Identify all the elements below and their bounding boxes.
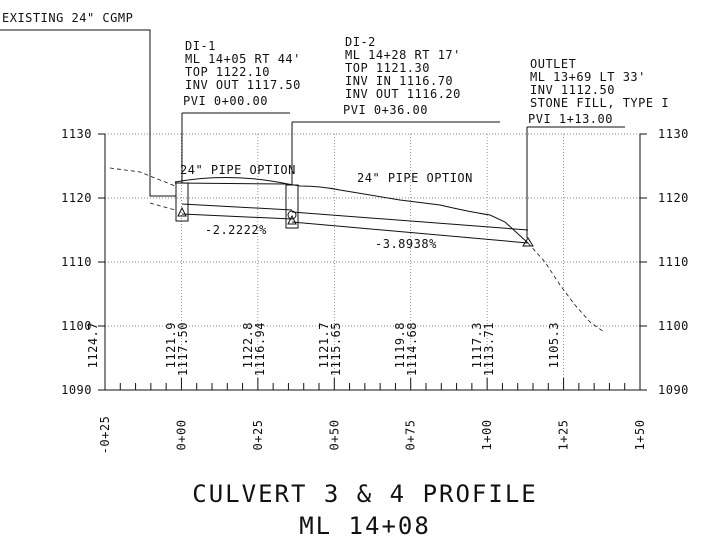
station-label: -0+25: [98, 416, 112, 455]
pipe: [181, 213, 293, 220]
existing-pipe: [149, 202, 176, 211]
leader: [526, 126, 625, 238]
callout: PVI 0+36.00: [343, 103, 428, 117]
profile-label: 1124.7: [86, 322, 100, 368]
elevation-label: 1100: [658, 319, 689, 333]
callout: ML 13+69 LT 33': [530, 70, 646, 84]
annotation: 24" PIPE OPTION: [180, 163, 296, 177]
elevation-label: 1120: [61, 191, 92, 205]
elevation-label: 1110: [658, 255, 689, 269]
station-label: 0+00: [174, 420, 188, 451]
station-label: 0+75: [404, 420, 418, 451]
callout: ML 14+05 RT 44': [185, 52, 301, 66]
callout: INV IN 1116.70: [345, 74, 453, 88]
profile-label: 1105.3: [547, 322, 561, 368]
elevation-label: 1120: [658, 191, 689, 205]
profile-label: 1114.68: [405, 322, 419, 376]
callout: INV 1112.50: [530, 83, 615, 97]
callout: TOP 1122.10: [185, 65, 270, 79]
callout: TOP 1121.30: [345, 61, 430, 75]
profile-label: 1121.9: [164, 322, 178, 368]
callout: OUTLET: [530, 57, 576, 71]
structure-marker: [177, 206, 187, 217]
pipe: [291, 211, 529, 231]
callout: INV OUT 1116.20: [345, 87, 461, 101]
pipe: [181, 203, 293, 211]
structure: [285, 184, 299, 229]
surface: [174, 182, 289, 185]
elevation-label: 1130: [658, 127, 689, 141]
ticks: [98, 133, 647, 391]
station-label: 1+25: [557, 420, 571, 451]
existing-ground: [109, 167, 176, 187]
elevation-label: 1090: [61, 383, 92, 397]
existing-ground: [527, 242, 605, 333]
profile-label: 1116.94: [253, 322, 267, 376]
annotation: -3.8938%: [375, 237, 437, 251]
callout: PVI 1+13.00: [528, 112, 613, 126]
surface: [174, 176, 529, 244]
profile-label: 1113.71: [482, 322, 496, 376]
profile-label: 1122.8: [241, 322, 255, 368]
annotation: 24" PIPE OPTION: [357, 171, 473, 185]
callout: INV OUT 1117.50: [185, 78, 301, 92]
elevation-label: 1110: [61, 255, 92, 269]
leader: [181, 112, 290, 183]
structure-marker: [287, 210, 297, 220]
elevation-label: 1090: [658, 383, 689, 397]
callout: EXISTING 24" CGMP: [2, 11, 133, 25]
callout: ML 14+28 RT 17': [345, 48, 461, 62]
leader: [291, 121, 500, 185]
outlet-marker: [522, 237, 534, 247]
callout: DI-1: [185, 39, 216, 53]
profile-label: 1117.50: [176, 322, 190, 376]
profile-label: 1121.7: [317, 322, 331, 368]
subtitle: ML 14+08: [299, 512, 431, 540]
station-label: 0+50: [327, 420, 341, 451]
pipe: [291, 221, 529, 244]
grid: [105, 133, 640, 390]
callout: DI-2: [345, 35, 376, 49]
callout: STONE FILL, TYPE I: [530, 96, 669, 110]
callout: PVI 0+00.00: [183, 94, 268, 108]
elevation-label: 1100: [61, 319, 92, 333]
station-label: 1+50: [633, 420, 647, 451]
station-label: 1+00: [480, 420, 494, 451]
leader: [0, 29, 176, 197]
profile-label: 1119.8: [393, 322, 407, 368]
structure-marker: [287, 214, 297, 225]
profile-label: 1115.65: [329, 322, 343, 376]
profile-label: 1117.3: [470, 322, 484, 368]
title: CULVERT 3 & 4 PROFILE: [192, 480, 537, 508]
station-label: 0+25: [251, 420, 265, 451]
elevation-label: 1130: [61, 127, 92, 141]
annotation: -2.2222%: [205, 223, 267, 237]
